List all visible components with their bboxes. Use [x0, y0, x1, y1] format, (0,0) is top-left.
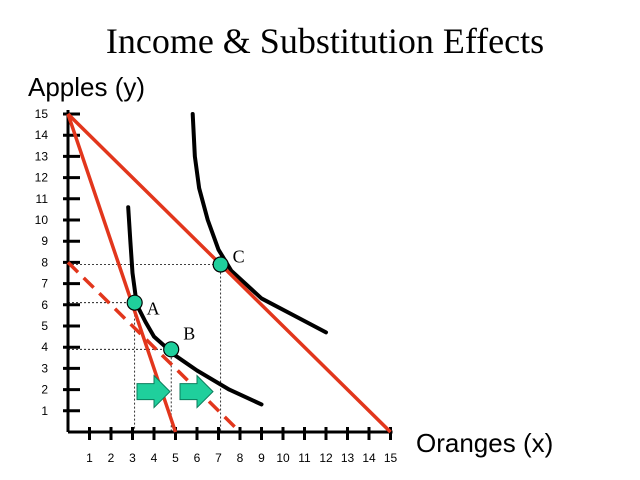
y-tick-label: 8	[41, 255, 48, 269]
right-arrow-icon	[179, 374, 214, 409]
x-tick-label: 8	[237, 451, 244, 465]
x-tick-label: 12	[319, 451, 333, 465]
y-tick-label: 5	[41, 319, 48, 333]
x-tick-label: 1	[86, 451, 93, 465]
x-tick-label: 7	[215, 451, 222, 465]
point-label-c: C	[233, 247, 245, 267]
right-arrow-icon	[136, 374, 171, 409]
x-tick-label: 10	[276, 451, 290, 465]
y-tick-label: 7	[41, 277, 48, 291]
page-title: Income & Substitution Effects	[105, 21, 545, 61]
budget-line-2	[66, 112, 392, 434]
x-tick-label: 3	[129, 451, 136, 465]
y-tick-label: 1	[41, 404, 48, 418]
y-tick-label: 12	[35, 171, 49, 185]
y-tick-label: 3	[41, 361, 48, 375]
y-tick-label: 4	[41, 340, 48, 354]
x-tick-label: 13	[341, 451, 355, 465]
y-tick-label: 15	[35, 107, 49, 121]
budget-line-dashed	[66, 261, 242, 434]
point-a	[126, 294, 143, 311]
indifference-curve-2	[190, 112, 328, 335]
x-tick-label: 6	[194, 451, 201, 465]
x-tick-label: 14	[362, 451, 376, 465]
point-label-a: A	[147, 299, 160, 319]
x-tick-label: 9	[258, 451, 265, 465]
y-tick-label: 2	[41, 383, 48, 397]
y-tick-label: 9	[41, 234, 48, 248]
point-label-b: B	[183, 323, 195, 343]
y-tick-label: 13	[35, 149, 49, 163]
x-tick-label: 15	[384, 451, 398, 465]
y-tick-label: 10	[35, 213, 49, 227]
y-axis-title: Apples (y)	[28, 72, 146, 102]
y-tick-label: 6	[41, 298, 48, 312]
x-tick-label: 5	[172, 451, 179, 465]
x-tick-label: 4	[151, 451, 158, 465]
x-tick-label: 11	[298, 451, 311, 465]
point-b	[163, 341, 180, 358]
y-tick-label: 14	[35, 128, 49, 142]
y-tick-label: 11	[36, 192, 49, 206]
indifference-curve-1	[126, 205, 264, 407]
point-c	[212, 256, 229, 273]
x-tick-label: 2	[108, 451, 115, 465]
x-axis-title: Oranges (x)	[416, 428, 554, 458]
